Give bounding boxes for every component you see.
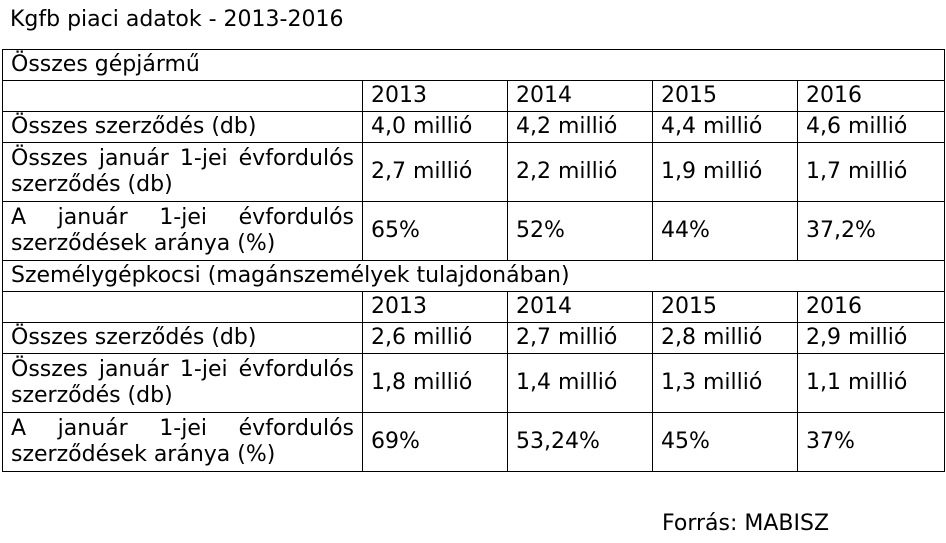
year-header: 2015 [652, 80, 798, 112]
market-data-table: Összes gépjármű 2013 2014 2015 2016 Össz… [1, 49, 946, 472]
table-row: Összes szerződés (db) 2,6 millió 2,7 mil… [2, 322, 946, 354]
table-cell: 37,2% [796, 201, 946, 261]
year-header: 2013 [362, 291, 508, 323]
table-cell: 44% [652, 201, 798, 261]
table-cell: 52% [507, 201, 653, 261]
section-heading: Összes gépjármű [1, 49, 946, 81]
table-row: Összes szerződés (db) 4,0 millió 4,2 mil… [2, 111, 946, 143]
section-heading-row: Személygépkocsi (magánszemélyek tulajdon… [1, 260, 946, 292]
table-cell: 37% [796, 412, 946, 472]
table-cell: 1,9 millió [652, 142, 798, 202]
year-header-empty [2, 291, 363, 323]
row-label: A január 1-jei évfordulós szerződések ar… [2, 412, 363, 472]
document-title: Kgfb piaci adatok - 2013-2016 [10, 7, 344, 32]
table-cell: 45% [652, 412, 798, 472]
table-cell: 1,1 millió [796, 353, 946, 413]
year-header: 2014 [507, 80, 653, 112]
table-cell: 2,7 millió [362, 142, 508, 202]
table-cell: 53,24% [507, 412, 653, 472]
table-cell: 2,9 millió [796, 322, 946, 354]
year-header: 2015 [652, 291, 798, 323]
section-heading: Személygépkocsi (magánszemélyek tulajdon… [1, 260, 946, 292]
table-row: Összes január 1-jei évfordulós szerződés… [2, 142, 946, 202]
row-label: Összes január 1-jei évfordulós szerződés… [2, 353, 363, 413]
table-cell: 2,2 millió [507, 142, 653, 202]
table-row: A január 1-jei évfordulós szerződések ar… [2, 412, 946, 472]
year-header-empty [2, 80, 363, 112]
section-heading-row: Összes gépjármű [1, 49, 946, 81]
year-header: 2014 [507, 291, 653, 323]
table-cell: 4,0 millió [362, 111, 508, 143]
row-label: A január 1-jei évfordulós szerződések ar… [2, 201, 363, 261]
table-cell: 4,2 millió [507, 111, 653, 143]
table-cell: 1,4 millió [507, 353, 653, 413]
table-cell: 1,7 millió [796, 142, 946, 202]
table-cell: 4,6 millió [796, 111, 946, 143]
row-label: Összes szerződés (db) [2, 111, 363, 143]
year-header-row: 2013 2014 2015 2016 [2, 291, 946, 323]
table-cell: 2,8 millió [652, 322, 798, 354]
year-header: 2013 [362, 80, 508, 112]
table-cell: 4,4 millió [652, 111, 798, 143]
source-note: Forrás: MABISZ [662, 511, 830, 536]
row-label: Összes szerződés (db) [2, 322, 363, 354]
table-row: Összes január 1-jei évfordulós szerződés… [2, 353, 946, 413]
year-header-row: 2013 2014 2015 2016 [2, 80, 946, 112]
year-header: 2016 [796, 291, 946, 323]
table-cell: 65% [362, 201, 508, 261]
table-cell: 1,8 millió [362, 353, 508, 413]
year-header: 2016 [796, 80, 946, 112]
table-row: A január 1-jei évfordulós szerződések ar… [2, 201, 946, 261]
table-cell: 2,7 millió [507, 322, 653, 354]
table-cell: 1,3 millió [652, 353, 798, 413]
table-cell: 69% [362, 412, 508, 472]
table-cell: 2,6 millió [362, 322, 508, 354]
row-label: Összes január 1-jei évfordulós szerződés… [2, 142, 363, 202]
